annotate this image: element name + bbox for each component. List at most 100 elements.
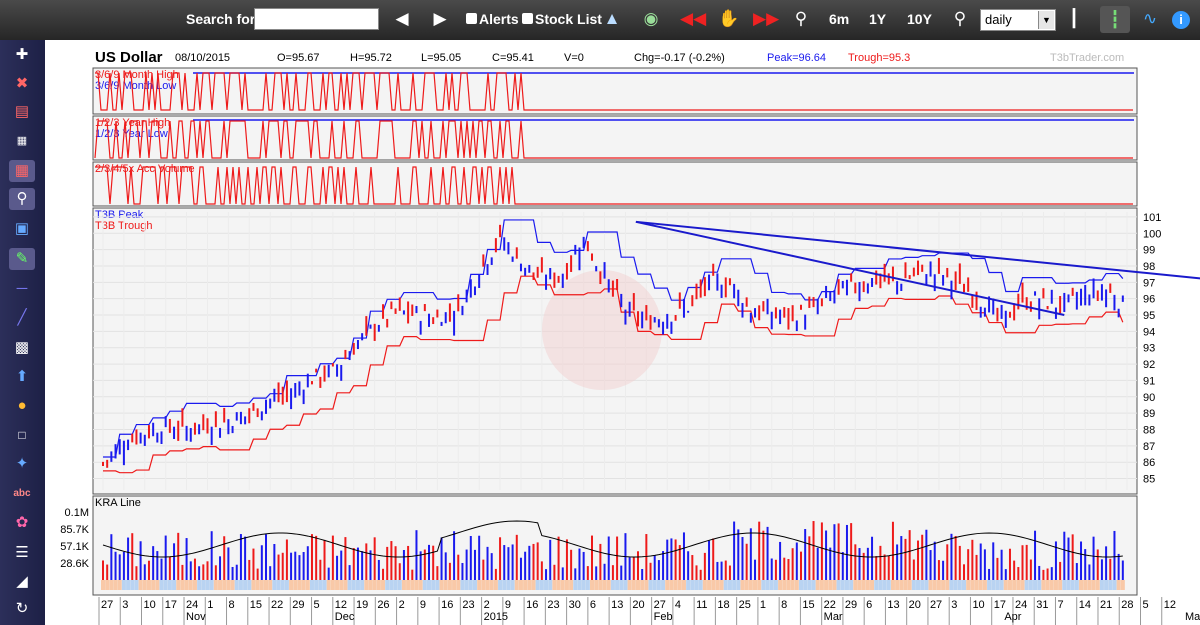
volume-strip — [339, 580, 344, 590]
x-tick-label: 6 — [590, 599, 596, 611]
stock-list-label[interactable]: Stock List — [535, 11, 602, 27]
search-input[interactable] — [254, 8, 379, 30]
volume-strip — [385, 580, 390, 590]
volume-strip — [109, 580, 114, 590]
volume-tick-label: 28.6K — [60, 558, 89, 570]
panel-label: 1/2/3 Year Low — [95, 128, 168, 140]
candlestick-icon[interactable]: ┇ — [1100, 6, 1130, 33]
rectangle-icon[interactable]: □ — [18, 428, 26, 442]
volume-strip — [1083, 580, 1088, 590]
volume-strip — [824, 580, 829, 590]
volume-strip — [619, 580, 624, 590]
volume-strip — [778, 580, 783, 590]
trendline-icon[interactable]: ╱ — [17, 309, 27, 326]
calculator-icon[interactable]: ▦ — [16, 135, 28, 147]
y-tick-label: 93 — [1143, 343, 1155, 355]
volume-strip — [1045, 580, 1050, 590]
gradient-icon[interactable]: ◢ — [16, 573, 28, 590]
volume-strip — [661, 580, 666, 590]
wand-icon[interactable]: ✦ — [15, 455, 29, 472]
volume-strip — [844, 580, 849, 590]
y-tick-label: 89 — [1143, 408, 1155, 420]
stock-list-checkbox[interactable] — [522, 13, 533, 24]
x-tick-label: 28 — [1121, 599, 1133, 611]
annotate-icon[interactable]: ✎ — [9, 248, 35, 270]
info-icon[interactable]: i — [1172, 11, 1190, 29]
prev-arrow-icon[interactable]: ◀ — [395, 9, 409, 28]
x-tick-label: 15 — [802, 599, 814, 611]
x-tick-label: 16 — [441, 599, 453, 611]
bell-icon[interactable]: ▲ — [603, 9, 621, 28]
volume-strip — [330, 580, 335, 590]
volume-strip — [911, 580, 916, 590]
volume-strip — [527, 580, 532, 590]
volume-strip — [982, 580, 987, 590]
volume-strip — [832, 580, 837, 590]
key-icon[interactable]: ⚲ — [953, 9, 967, 28]
save-icon[interactable]: ▣ — [14, 220, 30, 237]
horizontal-line-icon[interactable]: ─ — [16, 280, 28, 297]
volume-strip — [297, 580, 302, 590]
search-tool-icon[interactable]: ⚲ — [9, 188, 35, 210]
y-tick-label: 91 — [1143, 375, 1155, 387]
hand-icon[interactable]: ✋ — [718, 9, 740, 28]
volume-strip — [1079, 580, 1084, 590]
alert-bell-icon[interactable]: ● — [17, 397, 27, 414]
volume-strip — [134, 580, 139, 590]
volume-strip — [895, 580, 900, 590]
volume-strip — [1033, 580, 1038, 590]
volume-strip — [702, 580, 707, 590]
refresh-icon[interactable]: ↻ — [15, 600, 29, 617]
acc-volume-line — [95, 166, 1133, 205]
volume-strip — [130, 580, 135, 590]
range-6m-button[interactable]: 6m — [829, 11, 850, 27]
chevron-down-icon[interactable]: ▼ — [1038, 11, 1054, 29]
alerts-checkbox[interactable] — [466, 13, 477, 24]
volume-strip — [828, 580, 833, 590]
arrow-up-icon[interactable]: ⬆ — [15, 368, 29, 385]
volume-strip — [585, 580, 590, 590]
volume-strip — [1074, 580, 1079, 590]
volume-strip — [811, 580, 816, 590]
x-tick-label: 9 — [420, 599, 426, 611]
volume-strip — [243, 580, 248, 590]
range-10y-button[interactable]: 10Y — [907, 11, 932, 27]
volume-strip — [1120, 580, 1125, 590]
month-label: Dec — [335, 611, 355, 623]
volume-strip — [686, 580, 691, 590]
volume-strip — [376, 580, 381, 590]
frequency-select[interactable]: daily ▼ — [980, 9, 1056, 31]
volume-strip — [886, 580, 891, 590]
volume-strip — [322, 580, 327, 590]
next-arrow-icon[interactable]: ▶ — [433, 9, 447, 28]
delete-drawing-icon[interactable]: ✖ — [15, 75, 29, 92]
zoom-icon[interactable]: ⚲ — [794, 9, 808, 28]
line-chart-icon[interactable]: ∿ — [1142, 9, 1158, 28]
candle-tool-icon[interactable]: ▦ — [9, 160, 35, 182]
color-palette-icon[interactable]: ✿ — [15, 514, 29, 531]
fibonacci-icon[interactable]: ▩ — [14, 339, 30, 356]
delete-all-icon[interactable]: ▤ — [14, 103, 30, 120]
volume-strip — [560, 580, 565, 590]
x-tick-label: 8 — [229, 599, 235, 611]
x-tick-label: 22 — [271, 599, 283, 611]
month-label: Mar — [824, 611, 843, 623]
camera-icon[interactable]: ◉ — [643, 9, 659, 28]
trendline — [635, 220, 1065, 317]
volume-tick-label: 85.7K — [60, 524, 89, 536]
crosshair-icon[interactable]: ✚ — [15, 46, 29, 63]
volume-strip — [1053, 580, 1058, 590]
volume-strip — [953, 580, 958, 590]
volume-strip — [422, 580, 427, 590]
range-1y-button[interactable]: 1Y — [869, 11, 887, 27]
list-icon[interactable]: ☰ — [15, 544, 29, 561]
alerts-label[interactable]: Alerts — [479, 11, 519, 27]
rewind-icon[interactable]: ◀◀ — [680, 9, 707, 28]
fast-forward-icon[interactable]: ▶▶ — [753, 9, 780, 28]
volume-strip — [707, 580, 712, 590]
volume-strip — [264, 580, 269, 590]
ohlc-bar-icon[interactable]: ┃ — [1068, 9, 1080, 28]
x-tick-label: 24 — [186, 599, 198, 611]
x-tick-label: 3 — [951, 599, 957, 611]
text-tool-icon[interactable]: abc — [13, 488, 31, 499]
